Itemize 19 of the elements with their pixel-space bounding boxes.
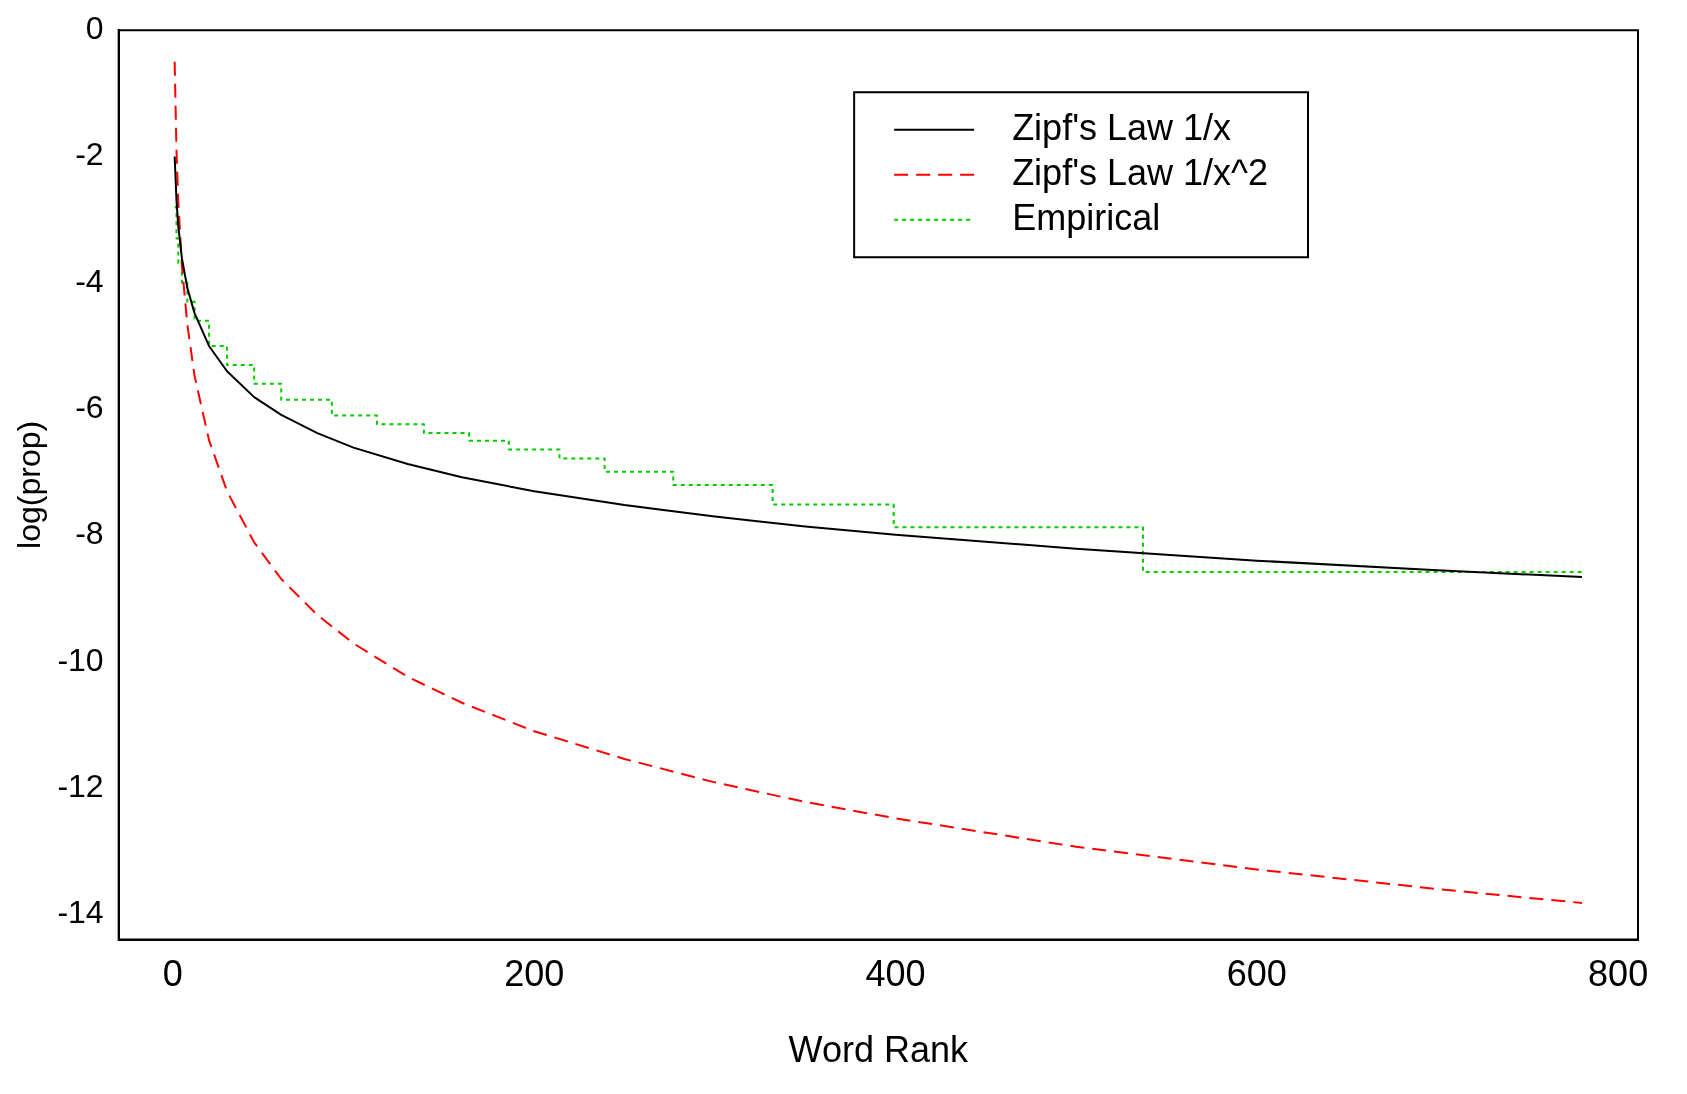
x-tick-label: 800 (1588, 953, 1649, 995)
x-axis-title: Word Rank (788, 1029, 970, 1071)
y-tick-label: 0 (85, 10, 104, 47)
x-tick-label: 600 (1226, 953, 1287, 995)
y-tick-label: -2 (75, 136, 104, 173)
line-series (173, 60, 1583, 904)
legend-label: Zipf's Law 1/x^2 (1012, 151, 1269, 193)
y-tick-label: -10 (57, 641, 104, 678)
x-tick-label: 400 (865, 953, 926, 995)
y-tick-label: -14 (57, 894, 104, 931)
y-axis-title: log(prop) (11, 420, 48, 549)
legend-label: Empirical (1012, 196, 1161, 238)
y-tick-label: -12 (57, 767, 104, 804)
x-tick-label: 0 (162, 953, 183, 995)
y-tick-label: -8 (75, 515, 104, 552)
x-tick-label: 200 (504, 953, 565, 995)
y-tick-label: -4 (75, 262, 104, 299)
y-tick-label: -6 (75, 388, 104, 425)
legend-label: Zipf's Law 1/x (1012, 106, 1232, 148)
